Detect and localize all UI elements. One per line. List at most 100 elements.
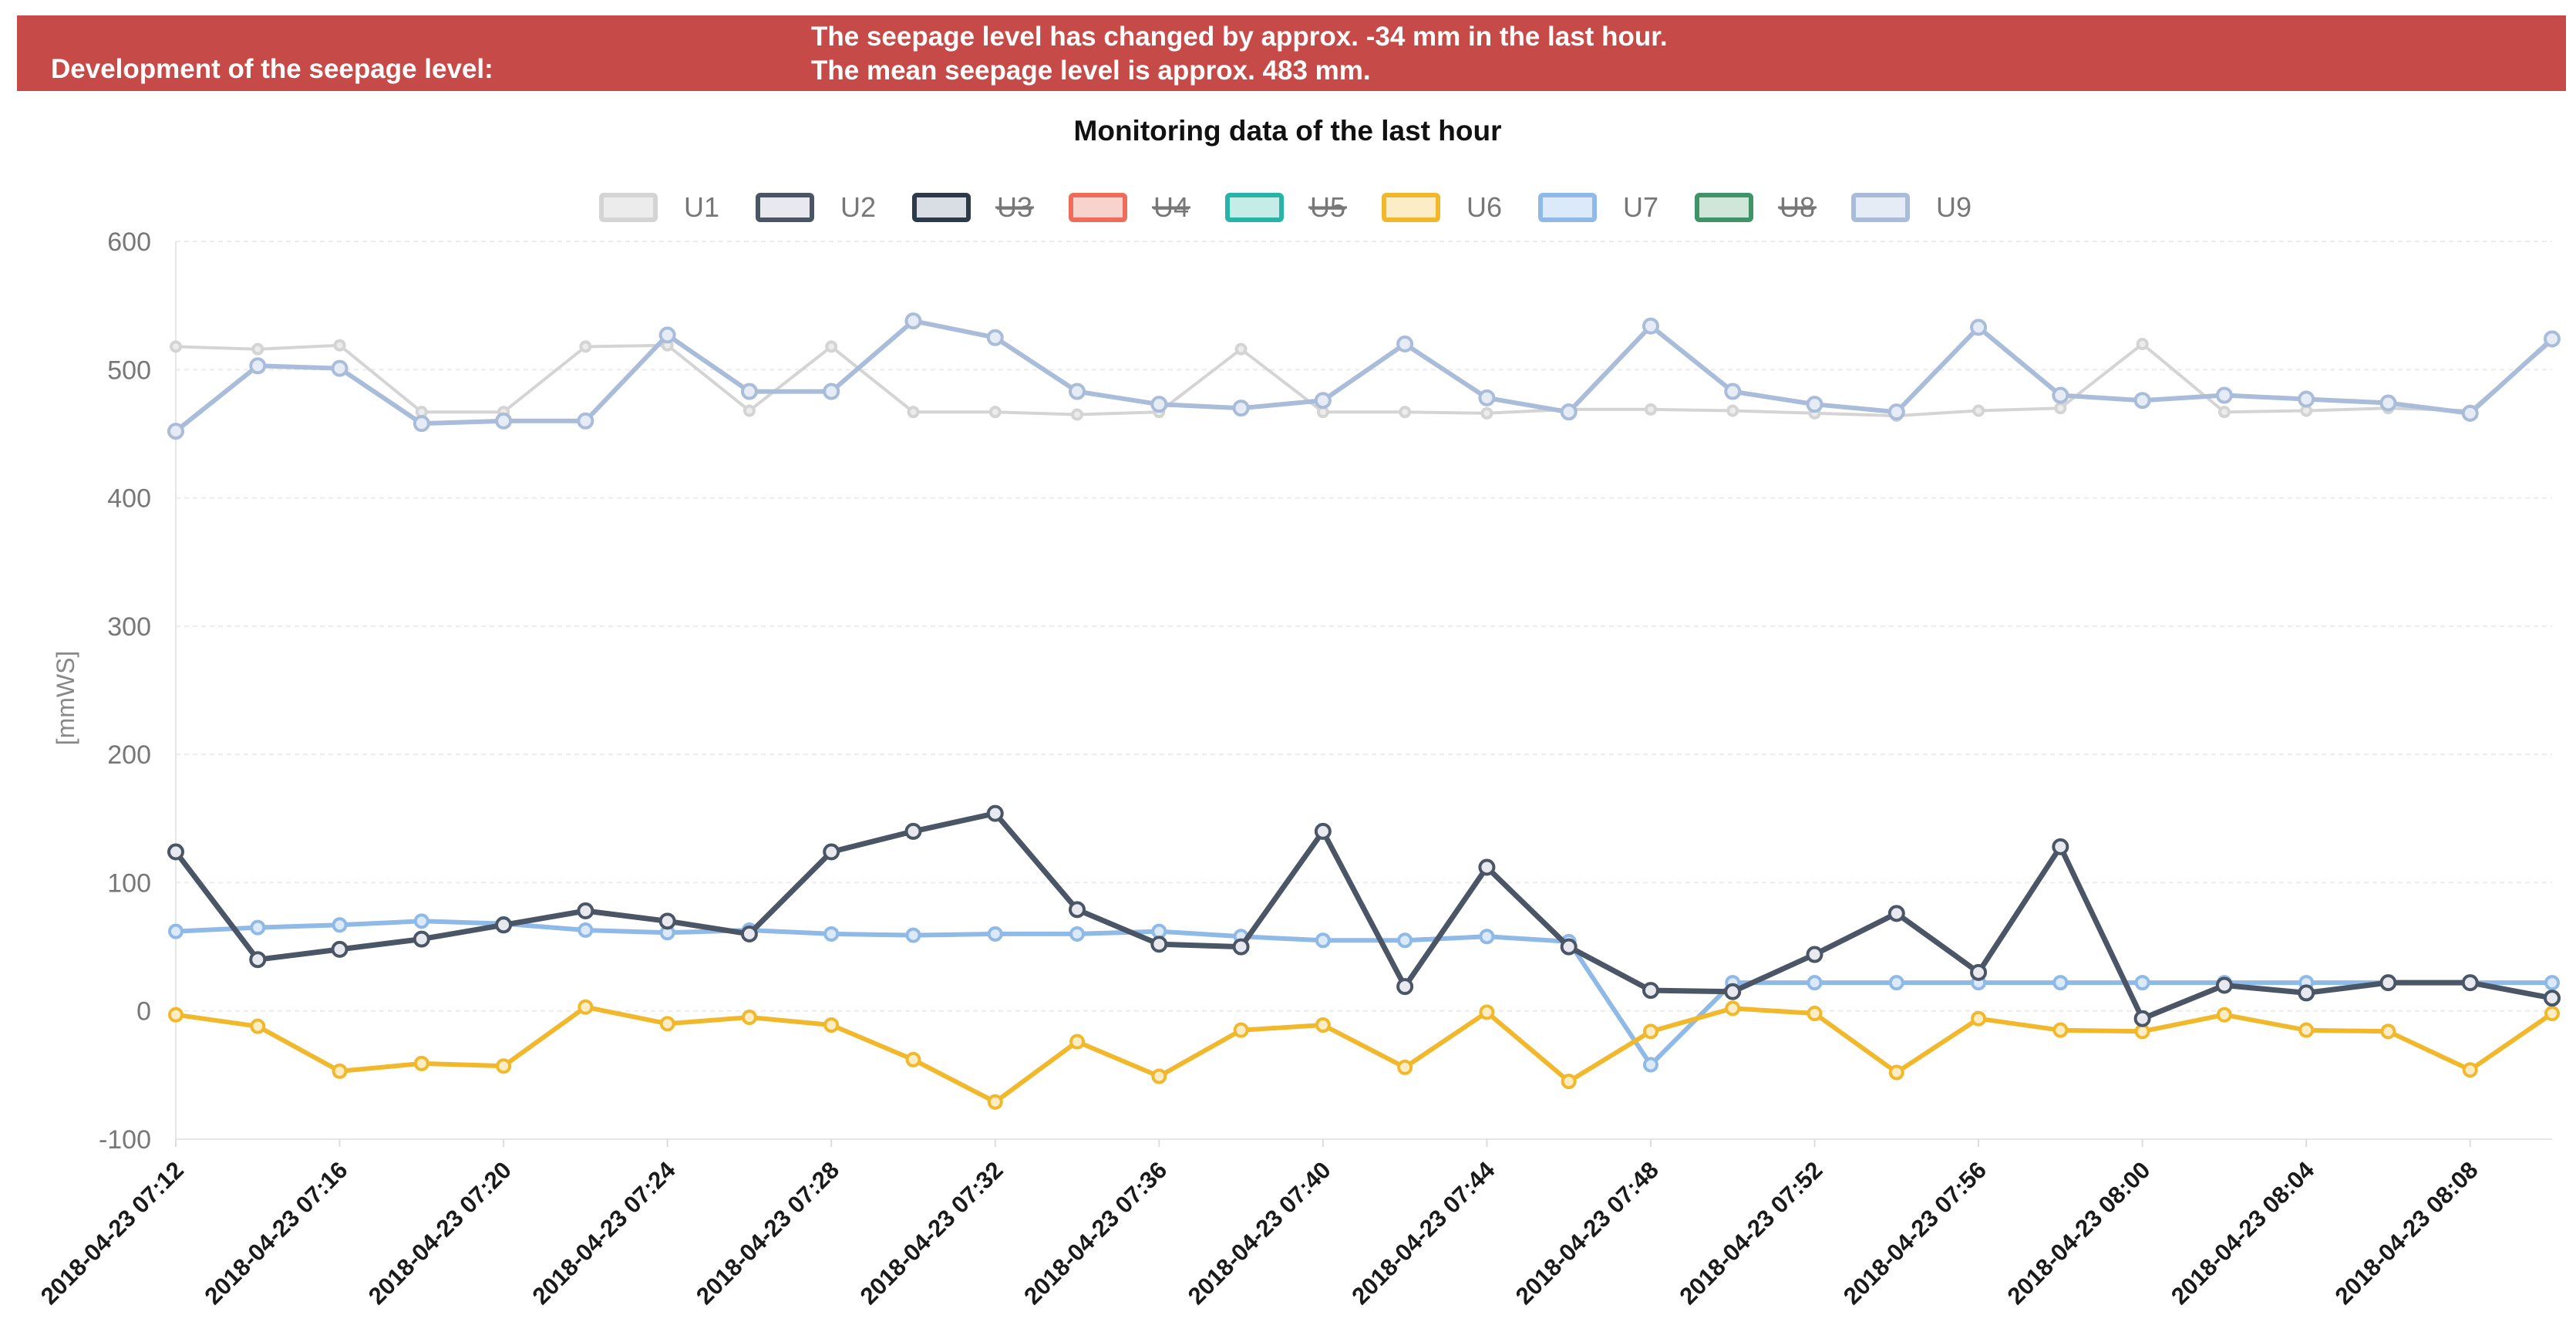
data-point-u2[interactable] [577,902,594,920]
data-point-u2[interactable] [167,843,184,861]
data-point-u6[interactable] [496,1058,512,1074]
data-point-u1[interactable] [2136,338,2149,351]
data-point-u9[interactable] [2215,386,2233,404]
data-point-u7[interactable] [1315,932,1331,949]
data-point-u1[interactable] [1726,404,1739,417]
data-point-u9[interactable] [1396,336,1414,353]
data-point-u7[interactable] [1888,975,1904,991]
data-point-u6[interactable] [1069,1033,1086,1050]
data-point-u9[interactable] [658,326,676,344]
data-point-u2[interactable] [1887,905,1905,922]
data-point-u6[interactable] [1971,1010,1987,1027]
data-point-u9[interactable] [986,329,1004,346]
data-point-u9[interactable] [1150,396,1168,413]
data-point-u6[interactable] [1315,1017,1331,1033]
data-point-u2[interactable] [1642,982,1659,1000]
data-point-u9[interactable] [1069,383,1086,400]
legend-label-u6[interactable]: U6 [1466,191,1502,223]
data-point-u6[interactable] [823,1017,840,1033]
data-point-u9[interactable] [2052,386,2069,404]
data-point-u9[interactable] [1478,389,1496,406]
data-point-u6[interactable] [1233,1022,1249,1038]
data-point-u9[interactable] [167,423,184,440]
data-point-u2[interactable] [2298,984,2315,1002]
data-point-u2[interactable] [2379,974,2397,992]
data-point-u7[interactable] [905,927,921,943]
data-point-u7[interactable] [1642,1057,1658,1073]
data-point-u6[interactable] [1888,1064,1904,1081]
data-point-u6[interactable] [741,1010,757,1026]
data-point-u9[interactable] [1806,396,1823,413]
data-point-u7[interactable] [332,917,348,933]
data-point-u9[interactable] [1970,319,1988,336]
data-point-u7[interactable] [2134,975,2150,991]
data-point-u2[interactable] [1150,936,1168,953]
data-point-u6[interactable] [905,1051,921,1067]
data-point-u6[interactable] [2380,1023,2396,1040]
legend-swatch-u9[interactable] [1851,193,1910,222]
data-point-u1[interactable] [742,404,756,417]
legend-swatch-u2[interactable] [756,193,814,222]
data-point-u9[interactable] [740,383,758,400]
data-point-u9[interactable] [2298,390,2315,408]
data-point-u9[interactable] [1887,403,1905,421]
data-point-u9[interactable] [823,383,840,400]
data-point-u6[interactable] [1479,1004,1495,1020]
legend-label-u2[interactable]: U2 [840,191,876,223]
data-point-u6[interactable] [1151,1068,1167,1084]
data-point-u6[interactable] [1642,1023,1658,1040]
data-point-u1[interactable] [825,340,838,353]
data-point-u7[interactable] [577,922,594,938]
data-point-u7[interactable] [2544,975,2560,991]
data-point-u1[interactable] [988,406,1002,419]
data-point-u7[interactable] [168,923,184,939]
data-point-u1[interactable] [907,406,920,419]
legend-swatch-u6[interactable] [1382,193,1440,222]
legend-swatch-u1[interactable] [599,193,658,222]
data-point-u2[interactable] [1970,963,1988,981]
data-point-u1[interactable] [579,340,592,353]
data-point-u9[interactable] [2133,392,2151,410]
data-point-u1[interactable] [2054,402,2067,415]
data-point-u2[interactable] [1396,978,1414,996]
data-point-u1[interactable] [170,340,182,353]
data-point-u9[interactable] [1560,403,1578,421]
legend-swatch-u7[interactable] [1538,193,1597,222]
data-point-u7[interactable] [2052,975,2069,991]
data-point-u2[interactable] [412,930,430,948]
data-point-u2[interactable] [1314,822,1332,840]
legend-label-u7[interactable]: U7 [1623,191,1658,223]
legend-swatch-u4[interactable] [1069,193,1127,222]
data-point-u2[interactable] [2215,976,2233,994]
data-point-u2[interactable] [986,804,1004,822]
legend-swatch-u3[interactable] [912,193,971,222]
data-point-u2[interactable] [1478,858,1496,876]
data-point-u7[interactable] [1151,923,1167,939]
data-point-u9[interactable] [1642,317,1659,335]
data-point-u2[interactable] [1806,946,1823,963]
data-point-u7[interactable] [823,926,840,942]
data-point-u2[interactable] [1232,938,1250,956]
data-point-u6[interactable] [2134,1023,2150,1040]
data-point-u9[interactable] [249,357,267,375]
legend-label-u9[interactable]: U9 [1936,191,1972,223]
data-point-u6[interactable] [659,1016,675,1032]
data-point-u9[interactable] [577,412,594,430]
data-point-u6[interactable] [2544,1006,2560,1022]
data-point-u7[interactable] [1807,975,1823,991]
data-point-u9[interactable] [2544,330,2561,348]
data-point-u2[interactable] [740,925,758,942]
legend-label-u1[interactable]: U1 [684,191,719,223]
data-point-u9[interactable] [331,359,349,377]
data-point-u9[interactable] [904,312,922,330]
data-point-u2[interactable] [2544,990,2561,1007]
data-point-u6[interactable] [987,1094,1003,1110]
data-point-u1[interactable] [333,339,346,352]
data-point-u2[interactable] [823,843,840,861]
data-point-u6[interactable] [413,1055,429,1071]
data-point-u2[interactable] [1560,938,1578,956]
data-point-u7[interactable] [250,919,266,936]
data-point-u2[interactable] [249,951,267,969]
data-point-u6[interactable] [250,1018,266,1034]
data-point-u6[interactable] [2052,1022,2069,1038]
